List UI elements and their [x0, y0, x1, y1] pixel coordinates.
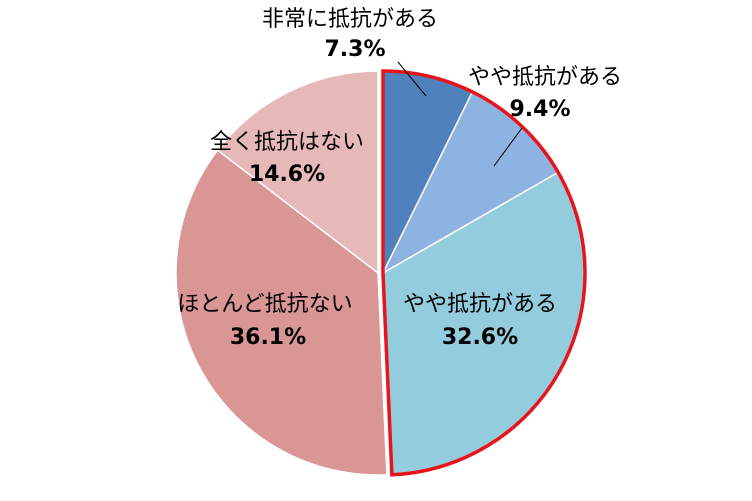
pie-slice [175, 149, 388, 476]
slice-value: 36.1% [230, 325, 306, 350]
highlight-outline [381, 69, 587, 477]
pie-slice [216, 70, 379, 275]
slice-label: ほとんど抵抗ない [177, 292, 352, 317]
slice-value: 32.6% [442, 325, 518, 350]
slice-value: 14.6% [249, 162, 325, 187]
slice-label: やや抵抗がある [403, 292, 557, 317]
leader-line [397, 61, 427, 97]
slice-label: やや抵抗がある [468, 65, 622, 90]
leader-line [493, 127, 523, 167]
slice-value: 9.4% [509, 97, 570, 122]
slice-value: 7.3% [324, 37, 385, 62]
slice-label: 非常に抵抗がある [262, 7, 438, 32]
slice-label: 全く抵抗はない [210, 130, 364, 155]
